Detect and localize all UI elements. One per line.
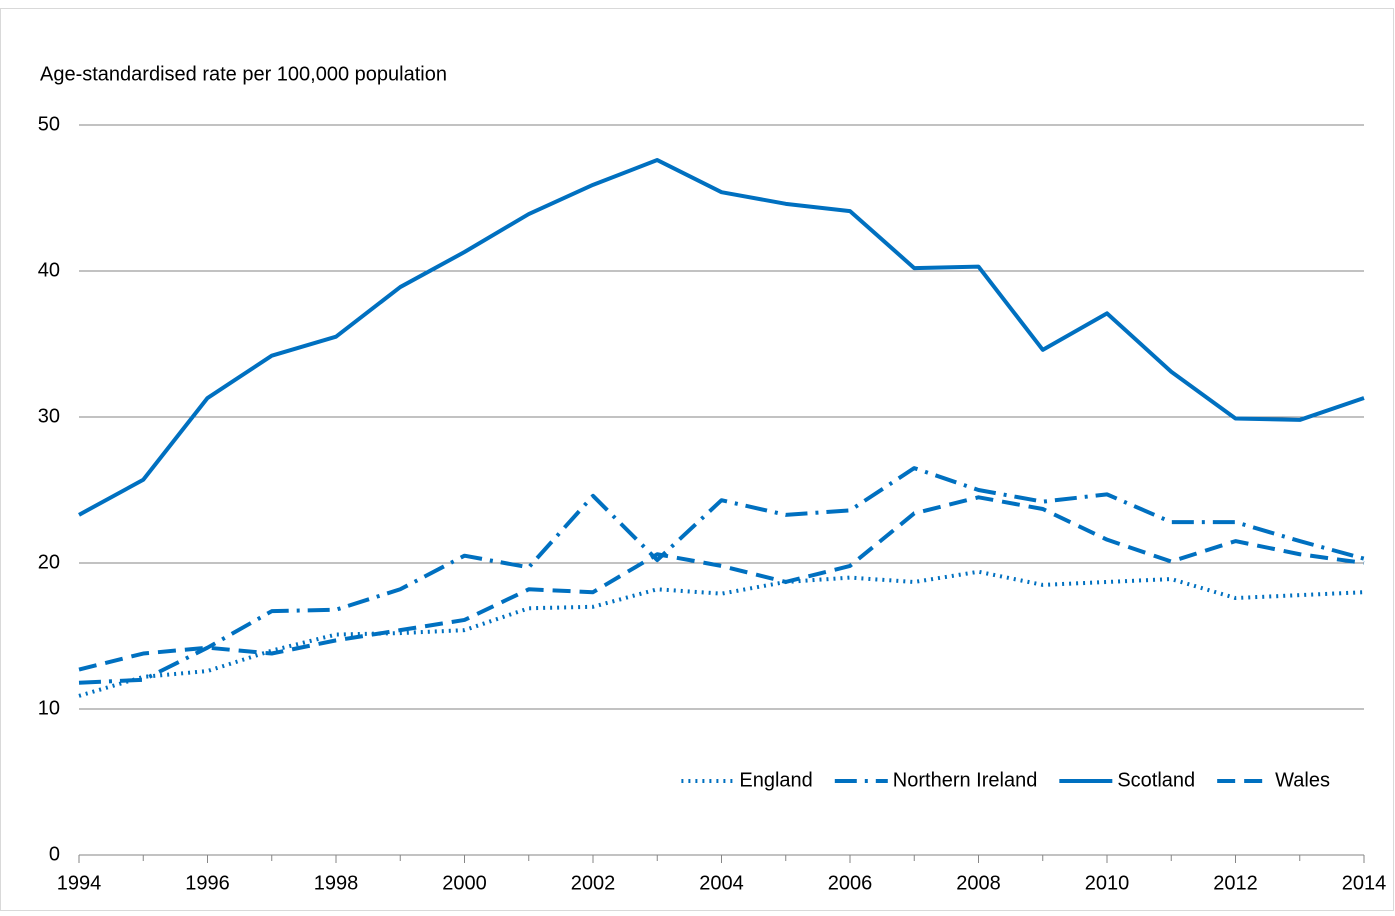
legend-label: England [739,769,812,791]
x-tick-label: 2014 [1342,872,1387,894]
legend-label: Wales [1275,769,1330,791]
y-axis-label: Age-standardised rate per 100,000 popula… [40,63,447,85]
line-series [78,466,1365,685]
y-tick-label: 30 [38,405,60,427]
line-series [78,158,1365,517]
y-tick-label: 0 [49,843,60,865]
x-tick-label: 2000 [442,872,487,894]
y-tick-label: 20 [38,551,60,573]
x-tick-label: 2008 [956,872,1001,894]
line-series [78,495,1365,672]
x-tick-label: 1994 [57,872,102,894]
x-tick-label: 2002 [571,872,616,894]
legend-label: Northern Ireland [893,769,1038,791]
y-tick-label: 50 [38,113,60,135]
y-tick-label: 40 [38,259,60,281]
x-tick-label: 2006 [828,872,873,894]
line-series [78,569,1365,698]
y-tick-label: 10 [38,697,60,719]
legend-label: Scotland [1117,769,1195,791]
x-tick-label: 1996 [185,872,230,894]
x-tick-label: 2012 [1213,872,1258,894]
x-tick-label: 1998 [314,872,359,894]
x-tick-label: 2010 [1085,872,1130,894]
x-tick-label: 2004 [699,872,744,894]
